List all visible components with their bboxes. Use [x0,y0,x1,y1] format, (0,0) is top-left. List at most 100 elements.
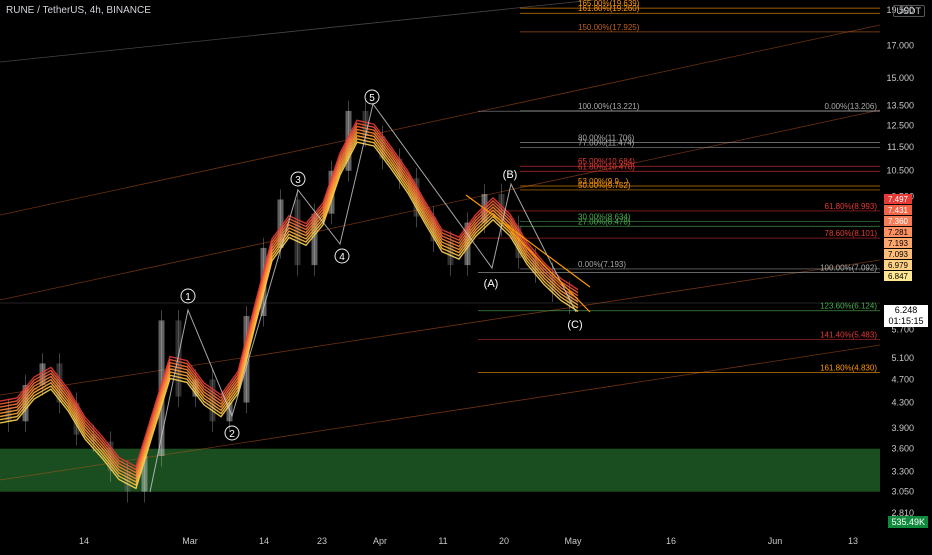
fib-level-label: 30.00%(8.634) [578,213,631,222]
ma-ribbon-line [0,131,579,480]
candle-body [226,402,233,422]
y-tick-label: 4.700 [891,374,914,384]
y-tick-label: 3.600 [891,444,914,454]
fib-level-label: 0.00%(7.193) [578,260,626,269]
y-tick-label: 5.100 [891,353,914,363]
current-price-tag: 6.248 01:15:15 [884,305,928,327]
fib-level-label: 77.00%(11.474) [578,139,635,148]
fib-level-label: 0.00%(13.206) [825,102,878,111]
price-tag: 7.360 [888,217,909,226]
candle-body [141,455,148,492]
wave-label: (C) [567,319,582,331]
candle-body [549,272,556,292]
price-tag: 7.431 [888,206,909,215]
fib-level-label: 50.00%(9.752) [578,181,631,190]
price-tag: 7.093 [888,250,909,259]
price-tag-bg [884,260,912,270]
symbol-title: RUNE / TetherUS, 4h, BINANCE [6,5,151,16]
fib-level-label: 61.80%(8.993) [825,202,878,211]
x-tick-label: 11 [438,536,447,546]
ma-ribbon-line [0,122,579,471]
y-tick-label: 5.700 [891,324,914,334]
ma-ribbon-line [0,119,579,468]
current-price: 6.248 [894,305,918,315]
volume-tag: 535.49K [888,516,928,528]
currency-button[interactable]: USDT [892,5,925,17]
fib-level-label: 100.00%(13.221) [578,102,640,111]
price-tag: 7.281 [888,228,909,237]
wave-label: 5 [369,93,375,104]
fib-level-label: 150.00%(17.925) [578,23,640,32]
price-tag: 7.193 [888,239,909,248]
price-tag-bg [884,205,912,215]
ma-ribbon-line [0,125,579,474]
ma-ribbon-line [0,138,579,487]
candle-body [124,471,131,492]
fib-level-label: 100.00%(7.092) [820,264,877,273]
price-tag-bg [884,194,912,204]
ma-ribbon-line [0,141,579,490]
elliott-wave-path [149,102,577,493]
x-tick-label: Jun [768,536,783,546]
y-tick-label: 12.500 [886,120,914,130]
x-tick-label: 13 [848,536,858,546]
y-tick-label: 3.900 [891,423,914,433]
y-tick-label: 13.500 [886,100,914,110]
x-tick-label: 20 [499,536,509,546]
channel-line [0,344,881,481]
y-tick-label: 17.000 [886,41,914,51]
correction-channel-lower [499,219,591,313]
fib-level-label: 53.00%(9.9...) [578,177,629,186]
wave-label: (A) [484,278,499,290]
price-tag-bg [884,271,912,281]
wave-label-circle [224,425,240,441]
candle-body [515,225,522,259]
candle-body [277,199,284,248]
wave-label: 2 [229,429,235,440]
ma-ribbon-line [0,134,579,483]
price-tag: 6.847 [888,272,909,281]
wave-label: 3 [295,175,301,186]
y-tick-label: 11.500 [887,142,914,152]
price-tag: 7.497 [888,195,909,204]
wave-label: (B) [503,169,518,181]
candle-body [39,363,46,386]
candle-body [447,241,454,266]
x-tick-label: Apr [373,536,387,546]
fib-level-label: 165.00%(19.639) [578,0,640,8]
candle-body [566,291,573,304]
channel-line [0,0,597,63]
fib-level-label: 141.40%(5.483) [820,330,877,339]
wave-label-circle [364,89,380,105]
wave-label-circle [290,171,306,187]
price-tag-bg [884,216,912,226]
x-tick-label: 16 [666,536,676,546]
price-tag-bg [884,238,912,248]
price-tag-bg [884,249,912,259]
y-tick-label: 3.050 [891,487,914,497]
price-tag: 6.979 [888,261,909,270]
fib-level-label: 123.60%(6.124) [820,302,877,311]
channel-line [0,24,881,216]
channel-line [0,259,881,396]
wave-label-circle [334,248,350,264]
fib-level-label: 161.80%(19.260) [578,4,640,13]
wave-label: 1 [185,292,191,303]
x-tick-label: 14 [259,536,269,546]
correction-channel-upper [465,194,591,288]
y-tick-label: 3.300 [891,466,914,476]
candle-body [362,110,369,137]
fib-level-label: 61.80%(10.478) [578,162,635,171]
countdown: 01:15:15 [888,316,924,326]
y-tick-label: 19.500 [886,5,914,15]
fib-level-label: 161.80%(4.830) [820,363,877,372]
price-tag-bg [884,227,912,237]
y-tick-label: 15.000 [886,73,914,83]
ma-ribbon-line [0,128,579,477]
x-tick-label: 14 [79,536,89,546]
y-tick-label: 10.500 [886,166,914,176]
y-tick-label: 4.300 [891,398,914,408]
x-tick-label: Mar [182,536,198,546]
